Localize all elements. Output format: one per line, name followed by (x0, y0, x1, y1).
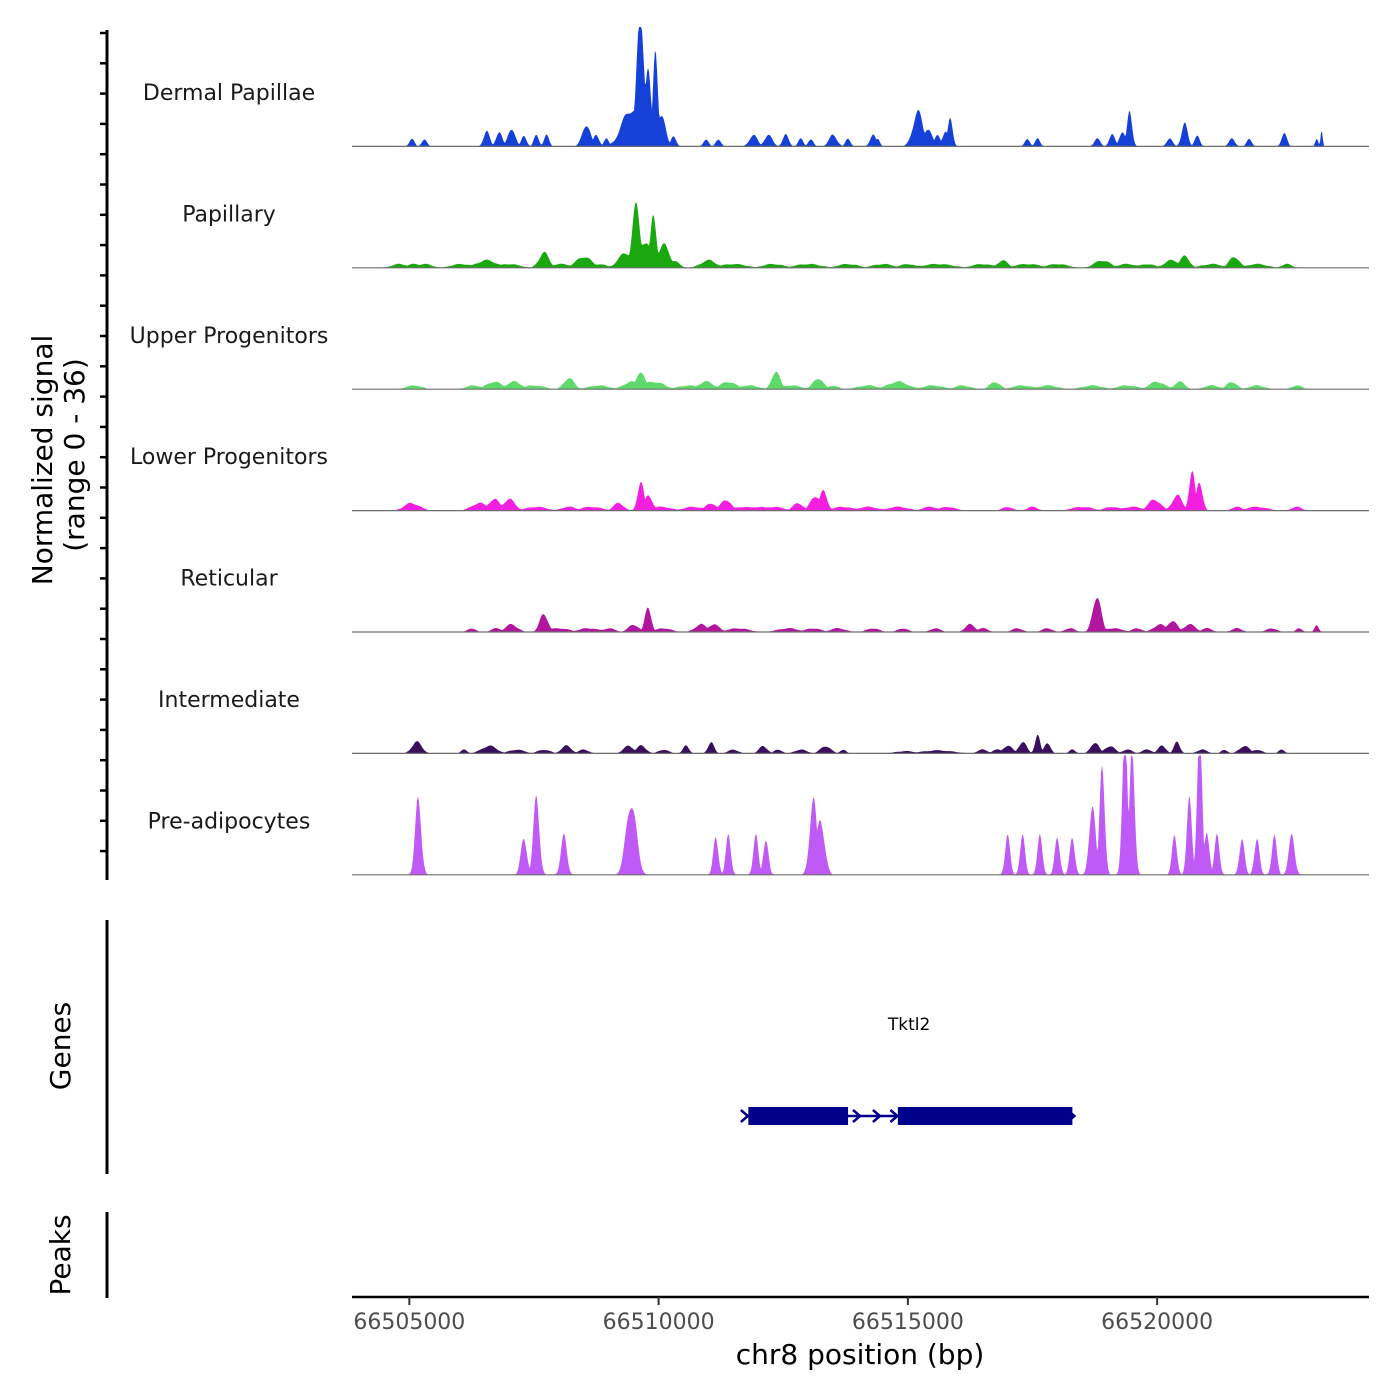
x-tick-label: 66505000 (353, 1310, 465, 1335)
strand-arrow-icon (872, 1109, 882, 1123)
genes-panel-label: Genes (44, 1002, 77, 1090)
strand-arrow-icon (852, 1109, 862, 1123)
track-papillary: Papillary (182, 201, 1369, 269)
gene-exon (897, 1107, 1073, 1125)
y-axis-title: Normalized signal (26, 335, 59, 586)
gene-tktl2: Tktl2 (740, 1015, 1077, 1125)
x-tick-label: 66515000 (852, 1310, 964, 1335)
peaks-panel-label: Peaks (44, 1214, 77, 1295)
track-label: Reticular (180, 567, 278, 592)
strand-arrow-icon (740, 1109, 750, 1123)
track-label: Dermal Papillae (143, 81, 315, 106)
track-upper-progenitors: Upper Progenitors (130, 324, 1369, 390)
track-label: Pre-adipocytes (148, 809, 311, 834)
track-label: Lower Progenitors (130, 445, 328, 470)
coverage-tracks: Dermal Papillae Papillary Upper Progenitor… (130, 27, 1369, 876)
strand-arrow-icon (889, 1109, 900, 1123)
y-axis-range-label: (range 0 - 36) (58, 358, 91, 552)
x-axis-ticks: 66505000 66510000 66515000 66520000 (353, 1297, 1213, 1335)
track-lower-progenitors: Lower Progenitors (130, 445, 1369, 512)
track-dermal-papillae: Dermal Papillae (143, 27, 1369, 147)
coverage-area (352, 201, 1369, 268)
coverage-area (352, 755, 1369, 875)
coverage-area (352, 371, 1369, 390)
coverage-area (352, 598, 1369, 632)
gene-name-label: Tktl2 (887, 1015, 930, 1035)
coverage-area (352, 27, 1369, 147)
strand-arrow-icon (1066, 1109, 1077, 1123)
track-intermediate: Intermediate (158, 688, 1369, 755)
coverage-area (352, 734, 1369, 754)
track-reticular: Reticular (180, 567, 1369, 633)
gene-annotation-track: Tktl2 (740, 1015, 1077, 1125)
signal-y-axis (100, 30, 109, 880)
coverage-area (352, 471, 1369, 511)
track-pre-adipocytes: Pre-adipocytes (148, 755, 1369, 876)
x-tick-label: 66510000 (603, 1310, 715, 1335)
track-label: Intermediate (158, 688, 300, 713)
x-tick-label: 66520000 (1101, 1310, 1213, 1335)
x-axis-title: chr8 position (bp) (736, 1338, 985, 1371)
track-label: Upper Progenitors (130, 324, 329, 349)
gene-exon (748, 1107, 849, 1125)
track-label: Papillary (182, 202, 276, 227)
